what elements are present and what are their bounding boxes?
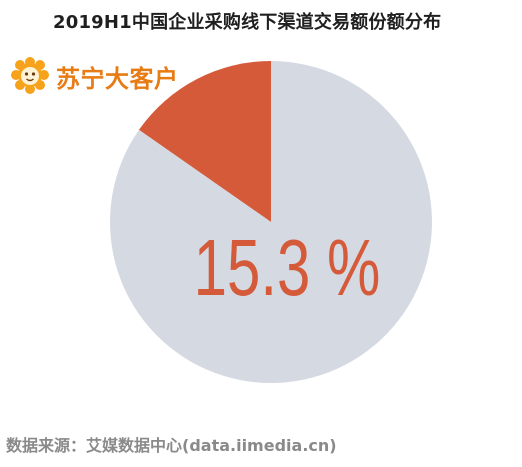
pie-slice — [138, 61, 271, 222]
source-note: 数据来源：艾媒数据中心(data.iimedia.cn) — [6, 436, 337, 455]
chart-title: 2019H1中国企业采购线下渠道交易额份额分布 — [53, 12, 442, 33]
brand-logo: 苏宁大客户 — [10, 56, 179, 96]
brand-name: 苏宁大客户 — [56, 64, 179, 93]
highlight-value-label: 15.3 % — [194, 223, 381, 312]
lion-icon — [11, 57, 49, 94]
pie-slice — [110, 61, 433, 383]
